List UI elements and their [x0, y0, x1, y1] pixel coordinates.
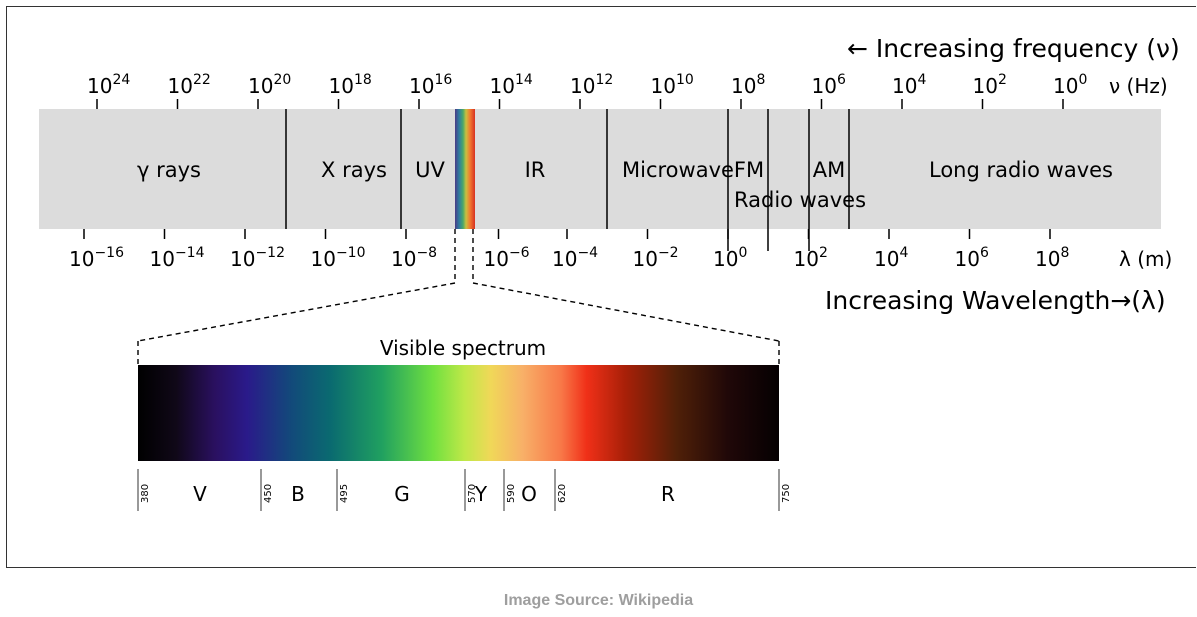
visible-spectrum-bar — [138, 365, 779, 461]
zoom-connector — [137, 229, 780, 365]
frequency-tick-label: 1022 — [168, 72, 211, 98]
frequency-tick-label: 1020 — [248, 72, 291, 98]
visible-spectrum-title: Visible spectrum — [380, 336, 546, 360]
visible-color-label: V — [193, 482, 207, 506]
wavelength-tick-label: 10−6 — [484, 245, 530, 271]
wavelength-tick-label: 100 — [713, 245, 747, 271]
wavelength-tick-label: 10−4 — [552, 245, 598, 271]
am-label: AM — [813, 158, 845, 182]
visible-color-label: G — [394, 482, 410, 506]
visible-color-label: R — [661, 482, 675, 506]
frequency-tick-label: 106 — [812, 72, 846, 98]
frequency-tick-label: 1014 — [490, 72, 533, 98]
frequency-axis-ticks: 1024 1022 1020 1018 1016 1014 1012 1010 108 106 10… — [87, 72, 1087, 109]
visible-band-marker — [455, 109, 475, 229]
visible-boundary-label: 495 — [339, 484, 350, 503]
frequency-tick-label: 1016 — [409, 72, 452, 98]
visible-color-label: B — [291, 482, 305, 506]
frequency-tick-label: 100 — [1053, 72, 1087, 98]
visible-color-label: Y — [474, 482, 488, 506]
wavelength-tick-label: 10−14 — [150, 245, 205, 271]
wavelength-axis-ticks: 10−16 10−14 10−12 10−10 10−8 10−6 10−4 10−2 100 1… — [69, 229, 1069, 271]
wavelength-tick-label: 106 — [955, 245, 989, 271]
visible-boundary-label: 590 — [506, 484, 517, 503]
wavelength-tick-label: 10−16 — [69, 245, 124, 271]
frequency-tick-label: 1012 — [570, 72, 613, 98]
radio-waves-label: Radio waves — [734, 188, 866, 212]
band-separators — [285, 109, 850, 251]
wavelength-tick-label: 108 — [1035, 245, 1069, 271]
frequency-tick-label: 1018 — [329, 72, 372, 98]
frequency-arrow-label: ← Increasing frequency (ν) — [847, 34, 1180, 63]
fm-label: FM — [734, 158, 764, 182]
frequency-tick-label: 108 — [731, 72, 765, 98]
visible-boundary-label: 450 — [263, 484, 274, 503]
frequency-unit-label: ν (Hz) — [1109, 74, 1168, 98]
visible-boundary-label: 570 — [467, 484, 478, 503]
wavelength-tick-label: 10−10 — [311, 245, 366, 271]
x-rays-label: X rays — [321, 158, 387, 182]
spectrum-diagram: ← Increasing frequency (ν) Increasing Wa… — [39, 34, 1180, 511]
frequency-tick-label: 1010 — [651, 72, 694, 98]
frequency-tick-label: 104 — [892, 72, 926, 98]
spectrum-figure: ← Increasing frequency (ν) Increasing Wa… — [6, 6, 1196, 568]
ir-label: IR — [525, 158, 546, 182]
visible-boundary-label: 620 — [557, 484, 568, 503]
spectrum-band — [39, 109, 1161, 229]
visible-color-label: O — [521, 482, 537, 506]
long-radio-waves-label: Long radio waves — [929, 158, 1113, 182]
visible-boundary-label: 750 — [781, 484, 792, 503]
wavelength-tick-label: 102 — [794, 245, 828, 271]
visible-spectrum-scale: 380 450 495 570 590 620 750 V B G Y O R — [137, 469, 792, 511]
microwave-label: Microwave — [622, 158, 734, 182]
wavelength-tick-label: 10−12 — [230, 245, 285, 271]
wavelength-tick-label: 10−8 — [391, 245, 437, 271]
visible-boundary-label: 380 — [140, 484, 151, 503]
uv-label: UV — [415, 158, 445, 182]
wavelength-unit-label: λ (m) — [1119, 247, 1172, 271]
image-source-caption: Image Source: Wikipedia — [503, 592, 694, 609]
wavelength-tick-label: 10−2 — [633, 245, 679, 271]
frequency-tick-label: 102 — [973, 72, 1007, 98]
wavelength-tick-label: 104 — [874, 245, 908, 271]
frequency-tick-label: 1024 — [87, 72, 130, 98]
gamma-rays-label: γ rays — [137, 158, 201, 182]
wavelength-arrow-label: Increasing Wavelength→(λ) — [825, 286, 1166, 315]
